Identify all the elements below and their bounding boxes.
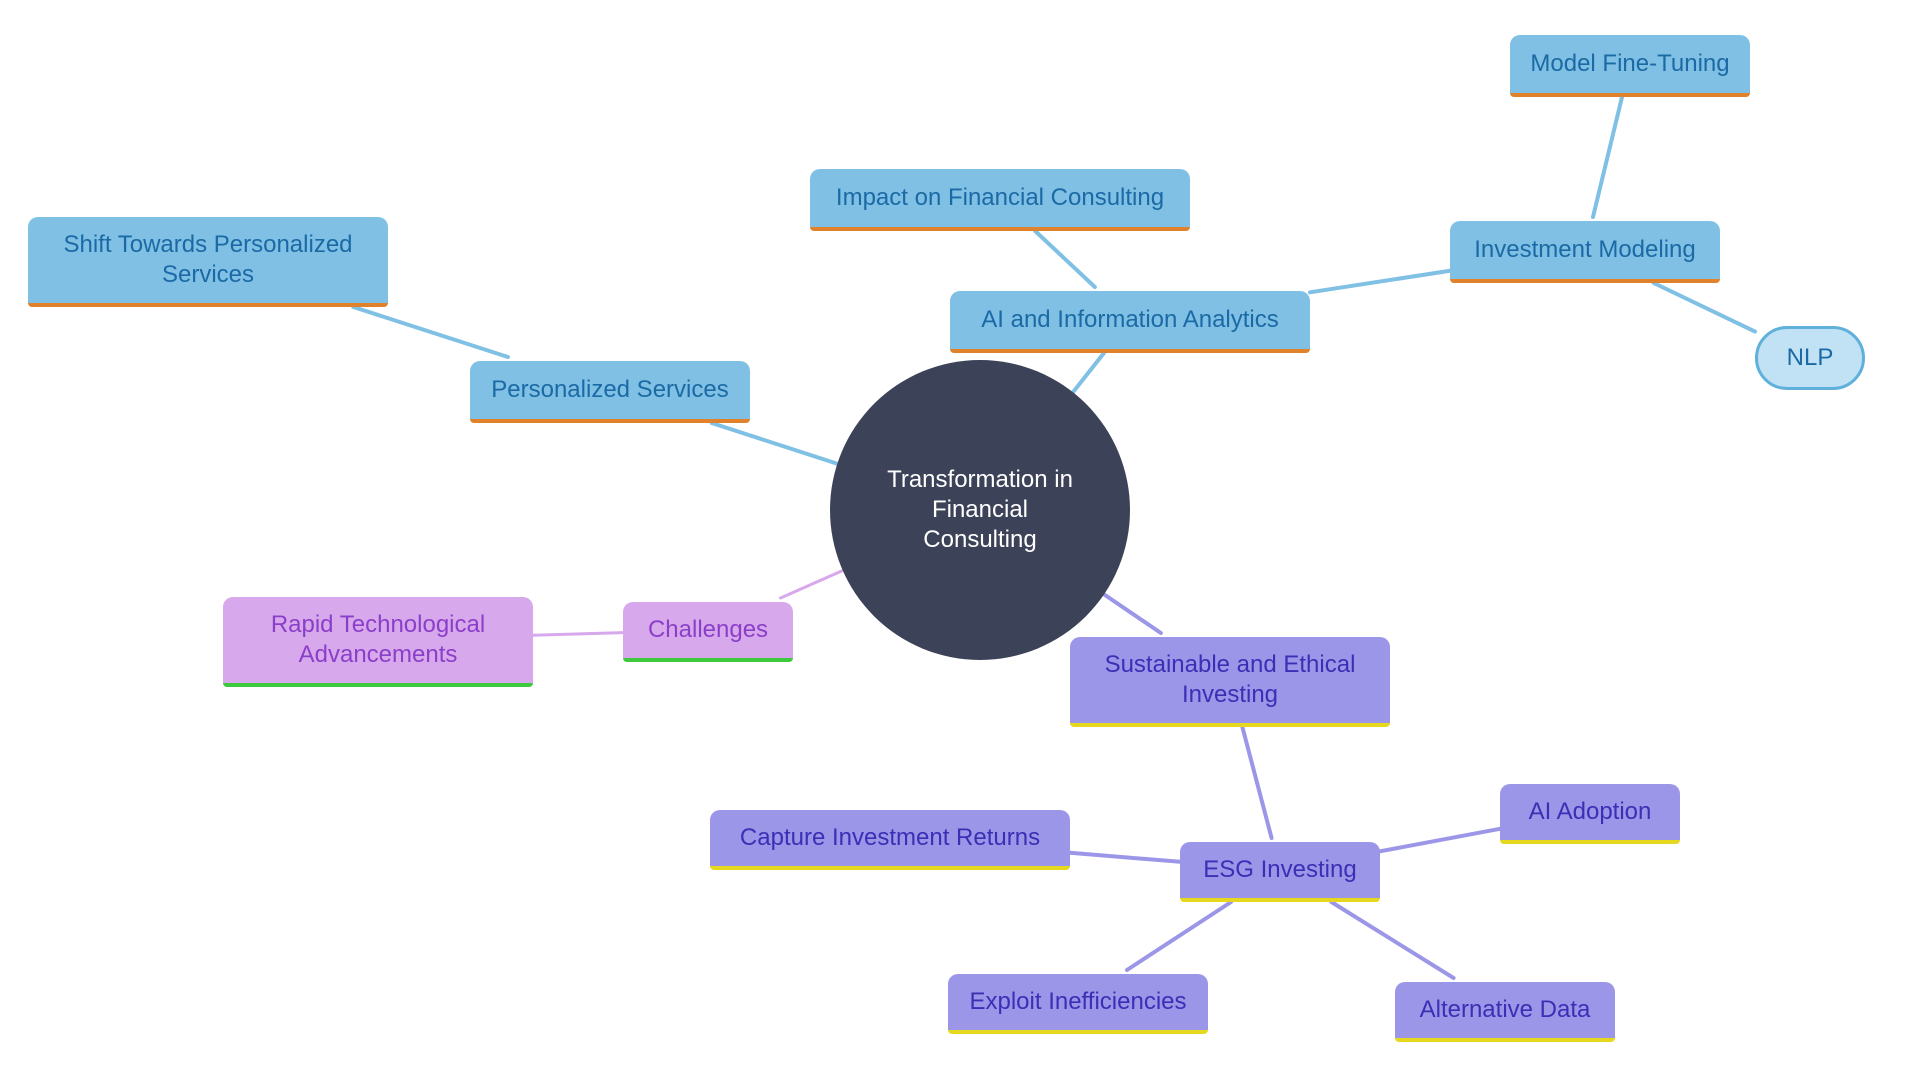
node-underline [1450, 279, 1720, 283]
center-node: Transformation in Financial Consulting [830, 360, 1130, 660]
node-underline [470, 419, 750, 423]
node-label: AI and Information Analytics [981, 305, 1279, 335]
node-underline [948, 1030, 1208, 1034]
node-underline [1070, 723, 1390, 727]
node-rapid: Rapid Technological Advancements [223, 597, 533, 683]
node-ai: AI and Information Analytics [950, 291, 1310, 349]
node-label: ESG Investing [1203, 855, 1356, 885]
node-aiadopt: AI Adoption [1500, 784, 1680, 840]
node-underline [28, 303, 388, 307]
edge-center-sustain [1104, 594, 1161, 633]
node-underline [950, 349, 1310, 353]
edge-esg-capture [1070, 853, 1180, 862]
center-node-label: Transformation in Financial Consulting [850, 465, 1110, 555]
node-underline [710, 866, 1070, 870]
node-underline [1500, 840, 1680, 844]
node-underline [223, 683, 533, 687]
node-personalized: Personalized Services [470, 361, 750, 419]
node-label: Investment Modeling [1474, 235, 1695, 265]
edge-invmodel-nlp [1654, 283, 1755, 332]
node-sustain: Sustainable and Ethical Investing [1070, 637, 1390, 723]
edge-ai-invmodel [1310, 271, 1450, 293]
node-label: NLP [1787, 343, 1834, 373]
node-impact: Impact on Financial Consulting [810, 169, 1190, 227]
node-underline [1180, 898, 1380, 902]
node-underline [623, 658, 793, 662]
node-label: Alternative Data [1420, 995, 1591, 1025]
node-label: Capture Investment Returns [740, 823, 1040, 853]
node-underline [1395, 1038, 1615, 1042]
node-label: Challenges [648, 615, 768, 645]
node-esg: ESG Investing [1180, 842, 1380, 898]
node-exploit: Exploit Inefficiencies [948, 974, 1208, 1030]
node-capture: Capture Investment Returns [710, 810, 1070, 866]
edge-invmodel-finetune [1593, 97, 1622, 217]
node-label: Exploit Inefficiencies [969, 987, 1186, 1017]
edge-center-ai [1073, 353, 1104, 392]
node-challenges: Challenges [623, 602, 793, 658]
edge-personalized-shift [353, 307, 508, 357]
edge-center-personalized [712, 423, 838, 464]
edge-challenges-rapid [533, 633, 623, 636]
edge-esg-altdata [1331, 902, 1453, 978]
node-shift: Shift Towards Personalized Services [28, 217, 388, 303]
node-nlp: NLP [1755, 326, 1865, 390]
node-label: Sustainable and Ethical Investing [1105, 650, 1356, 710]
node-label: Shift Towards Personalized Services [63, 230, 352, 290]
node-label: Rapid Technological Advancements [271, 610, 485, 670]
edge-ai-impact [1035, 231, 1095, 287]
edge-esg-exploit [1127, 902, 1231, 970]
mindmap-canvas: Transformation in Financial Consulting AI… [0, 0, 1920, 1080]
node-finetune: Model Fine-Tuning [1510, 35, 1750, 93]
node-altdata: Alternative Data [1395, 982, 1615, 1038]
edge-esg-aiadopt [1380, 829, 1500, 851]
node-underline [1510, 93, 1750, 97]
node-underline [810, 227, 1190, 231]
node-label: AI Adoption [1529, 797, 1652, 827]
edge-sustain-esg [1242, 727, 1271, 838]
edge-center-challenges [781, 571, 843, 598]
node-invmodel: Investment Modeling [1450, 221, 1720, 279]
node-label: Model Fine-Tuning [1530, 49, 1729, 79]
node-label: Impact on Financial Consulting [836, 183, 1164, 213]
node-label: Personalized Services [491, 375, 728, 405]
